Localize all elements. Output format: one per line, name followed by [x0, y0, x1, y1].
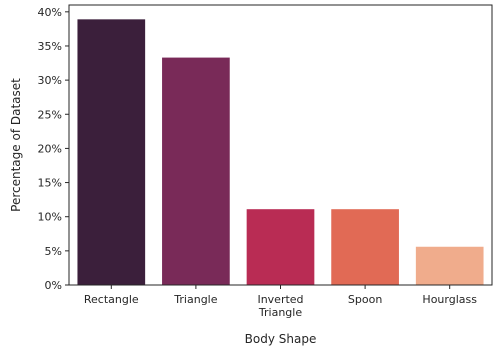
x-tick-label: Spoon	[348, 293, 382, 306]
bar-1	[162, 57, 230, 286]
bar-4	[415, 246, 484, 285]
x-tick-label: Inverted Triangle	[257, 293, 303, 319]
y-tick-label: 20%	[38, 142, 62, 155]
labels-layer: Rectangle Triangle Inverted Triangle Spoon Ho…	[38, 6, 478, 319]
ticks-layer	[65, 11, 451, 289]
y-tick-label: 25%	[38, 108, 62, 121]
x-tick-label: Triangle	[173, 293, 217, 306]
bar-2	[246, 209, 315, 285]
x-tick-label: Hourglass	[422, 293, 477, 306]
y-tick-label: 35%	[38, 40, 62, 53]
y-tick-label: 10%	[38, 211, 62, 224]
x-axis-label: Body Shape	[245, 332, 317, 346]
y-tick-label: 15%	[38, 177, 62, 190]
bars-layer	[77, 19, 484, 286]
y-tick-label: 40%	[38, 6, 62, 19]
bar-0	[77, 19, 146, 286]
y-tick-label: 0%	[45, 279, 62, 292]
y-tick-label: 30%	[38, 74, 62, 87]
x-tick-label: Rectangle	[84, 293, 139, 306]
y-axis-label: Percentage of Dataset	[9, 78, 23, 212]
y-tick-label: 5%	[45, 245, 62, 258]
bar-3	[331, 209, 399, 285]
